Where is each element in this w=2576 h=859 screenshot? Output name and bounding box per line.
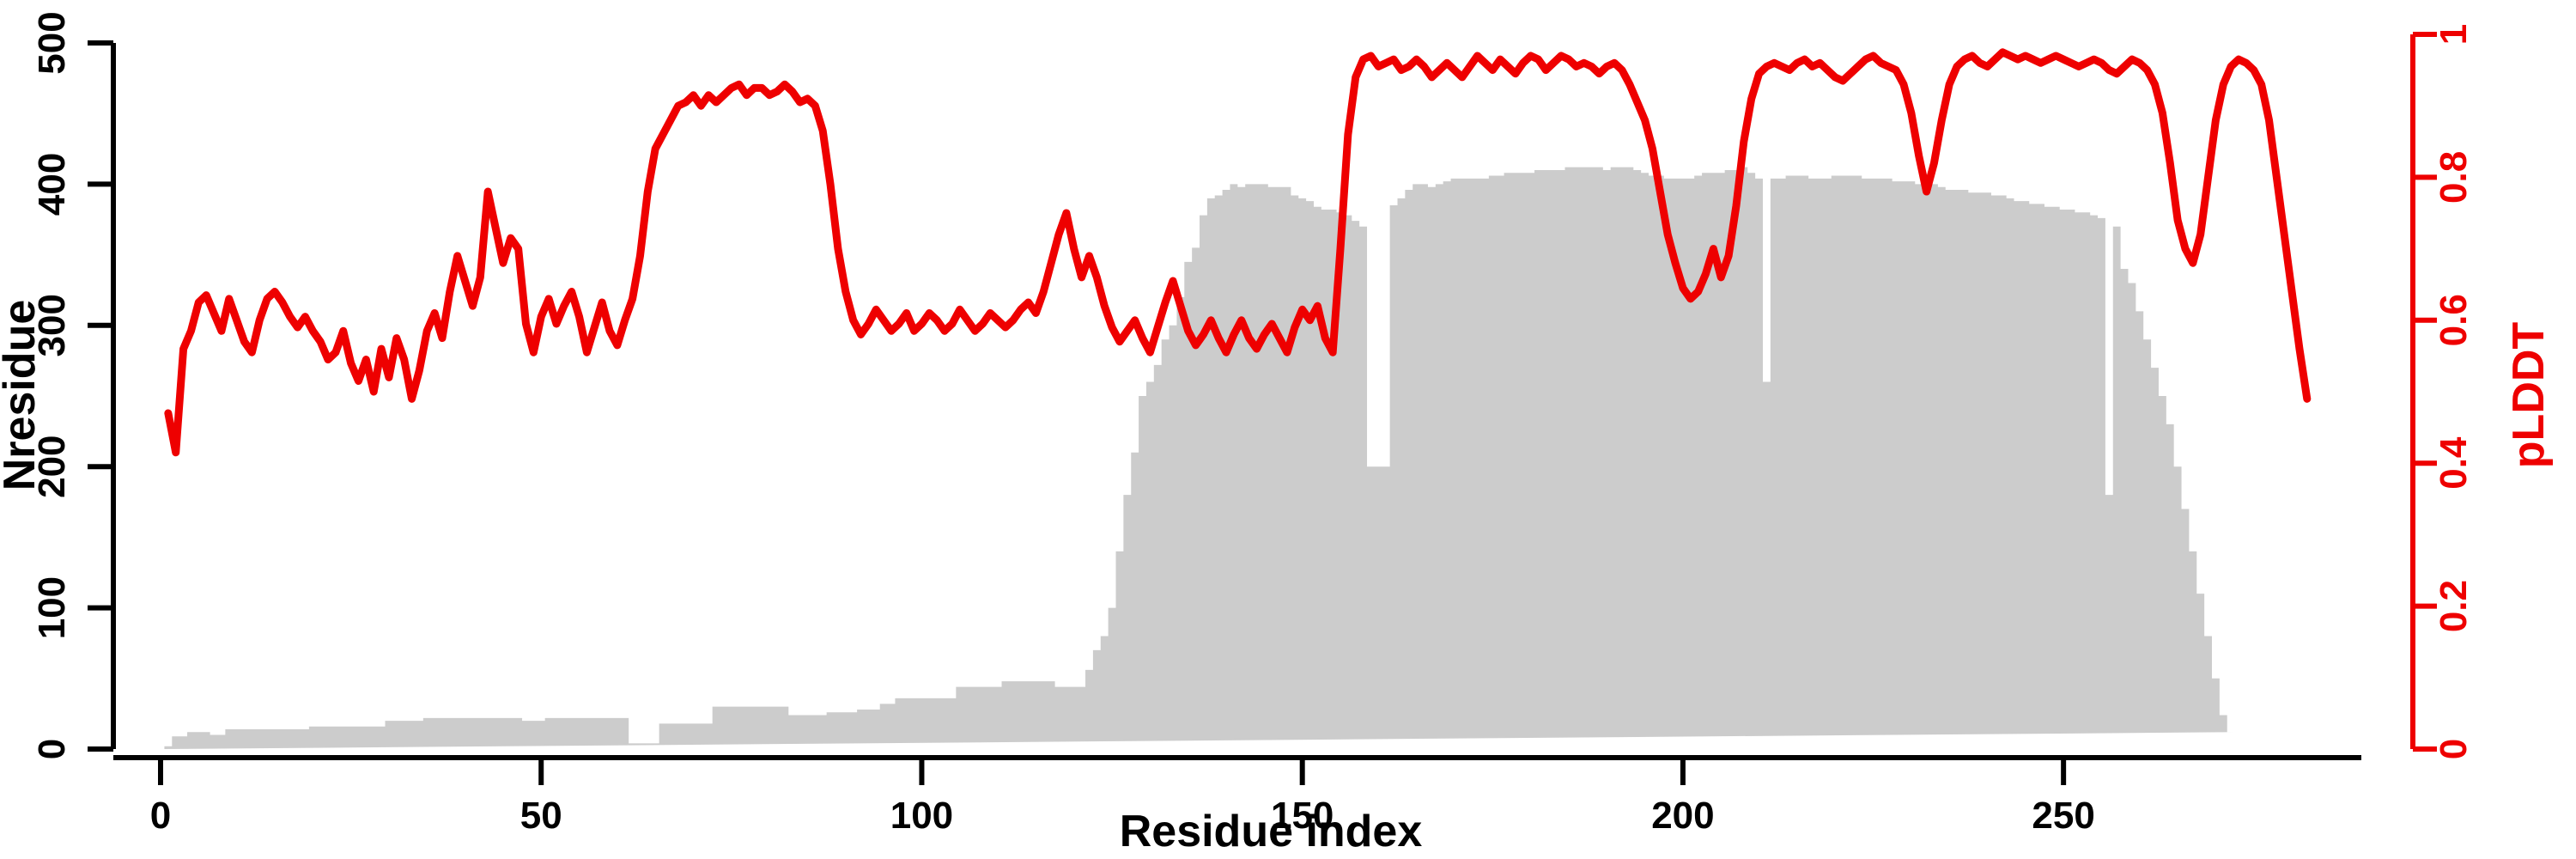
y-axis-left: 0 100 200 300 400 500 [31, 11, 116, 759]
y-axis-left-tick-label: 500 [31, 11, 73, 74]
y-axis-right-tick-label: 0.4 [2433, 436, 2475, 490]
plddt-line [164, 48, 2312, 457]
x-axis-tick-label: 250 [2032, 795, 2094, 837]
x-axis-tick-label: 150 [1271, 795, 1334, 837]
nresidue-bars [164, 167, 2235, 749]
x-axis-tick-label: 100 [890, 795, 953, 837]
x-axis-tick-label: 50 [520, 795, 562, 837]
y-axis-right-title: pLDDT [2504, 322, 2554, 469]
y-axis-left-tick-label: 300 [31, 294, 73, 356]
x-axis-tick-label: 200 [1651, 795, 1714, 837]
y-axis-left-tick-label: 100 [31, 576, 73, 639]
y-axis-right-tick-label: 0.6 [2433, 294, 2475, 346]
y-axis-right-tick-label: 1 [2433, 24, 2475, 45]
y-axis-left-title: Nresidue [0, 300, 45, 491]
plddt-polyline [164, 48, 2312, 457]
y-axis-right-tick-label: 0.8 [2433, 151, 2475, 204]
x-axis-tick-label: 0 [150, 795, 171, 837]
nresidue-bar-area [164, 167, 2235, 749]
y-axis-left-tick-label: 200 [31, 435, 73, 497]
y-axis-right: 0 0.2 0.4 0.6 0.8 1 [2410, 24, 2475, 759]
y-axis-right-tick-label: 0.2 [2433, 580, 2475, 632]
x-axis-title: Residue index [1120, 807, 1423, 856]
y-axis-right-tick-label: 0 [2433, 739, 2475, 759]
y-axis-left-tick-label: 0 [31, 739, 73, 759]
x-axis: 0 50 100 150 200 250 [113, 755, 2361, 837]
y-axis-left-tick-label: 400 [31, 153, 73, 216]
